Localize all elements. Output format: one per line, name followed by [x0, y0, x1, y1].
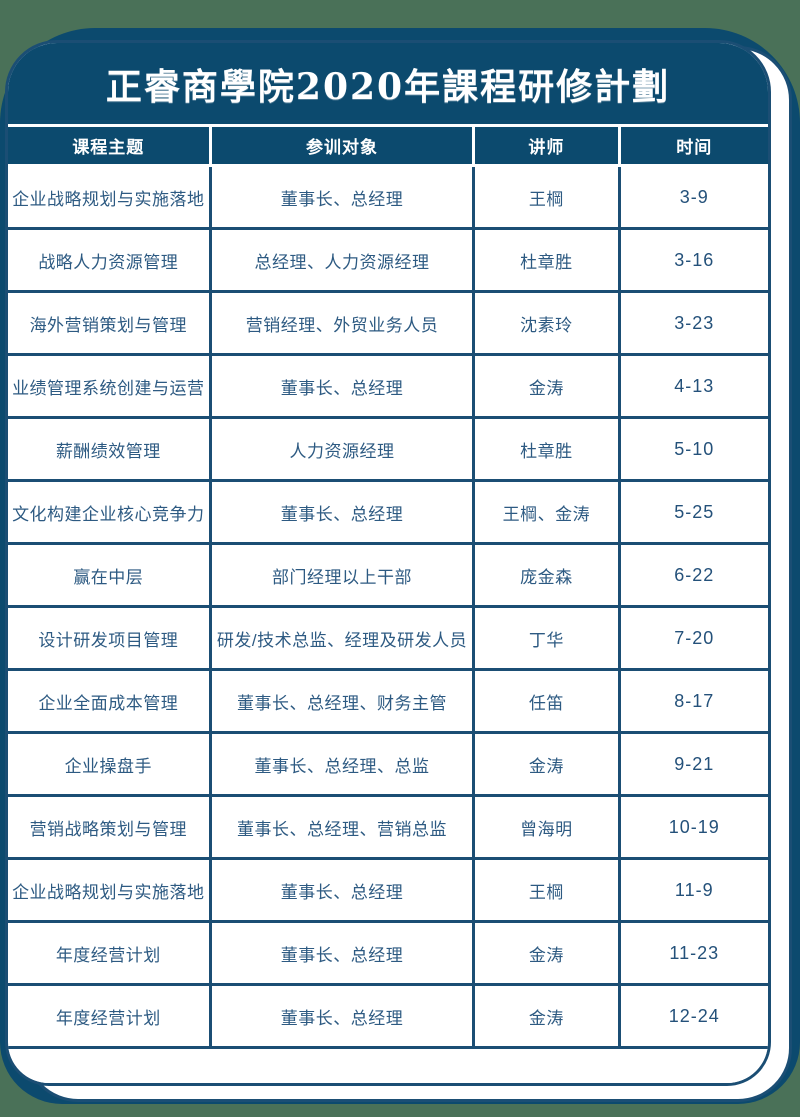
- table-row: 海外营销策划与管理 营销经理、外贸业务人员 沈素玲 3-23: [8, 293, 768, 356]
- cell-audience: 董事长、总经理: [208, 356, 473, 416]
- cell-time: 4-13: [617, 356, 769, 416]
- cell-course-topic: 年度经营计划: [55, 945, 161, 965]
- cell-audience: 董事长、总经理、营销总监: [208, 797, 473, 857]
- table-row: 薪酬绩效管理 人力资源经理 杜章胜 5-10: [8, 419, 768, 482]
- table-row: 设计研发项目管理 研发/技术总监、经理及研发人员 丁华 7-20: [8, 608, 768, 671]
- table-row: 文化构建企业核心竞争力 董事长、总经理 王棡、金涛 5-25: [8, 482, 768, 545]
- cell-audience: 董事长、总经理: [208, 986, 473, 1046]
- cell-lecturer: 金涛: [472, 923, 617, 983]
- card-bottom-space: [8, 1049, 768, 1083]
- cell-audience: 总经理、人力资源经理: [208, 230, 473, 290]
- cell-time: 11-23: [617, 923, 769, 983]
- cell-course-topic: 企业战略规划与实施落地: [12, 882, 205, 902]
- cell-lecturer: 任笛: [472, 671, 617, 731]
- cell-course-topic: 营销战略策划与管理: [29, 819, 188, 839]
- cell-lecturer: 杜章胜: [472, 230, 617, 290]
- cell-time: 9-21: [617, 734, 769, 794]
- cell-lecturer: 王棡: [472, 860, 617, 920]
- cell-course-topic: 企业操盘手: [64, 756, 153, 776]
- header-course-topic: 课程主题: [72, 138, 145, 157]
- cell-time: 3-16: [617, 230, 769, 290]
- cell-course-topic: 战略人力资源管理: [38, 252, 179, 272]
- table-row: 企业全面成本管理 董事长、总经理、财务主管 任笛 8-17: [8, 671, 768, 734]
- table-row: 企业战略规划与实施落地 董事长、总经理 王棡 3-9: [8, 167, 768, 230]
- cell-course-topic: 年度经营计划: [55, 1008, 161, 1028]
- cell-time: 3-23: [617, 293, 769, 353]
- cell-lecturer: 杜章胜: [472, 419, 617, 479]
- cell-time: 5-10: [617, 419, 769, 479]
- cell-time: 10-19: [617, 797, 769, 857]
- cell-time: 3-9: [617, 167, 769, 227]
- header-audience: 参训对象: [208, 127, 473, 164]
- cell-time: 7-20: [617, 608, 769, 668]
- cell-course-topic: 薪酬绩效管理: [55, 441, 161, 461]
- cell-lecturer: 王棡: [472, 167, 617, 227]
- cell-lecturer: 王棡、金涛: [472, 482, 617, 542]
- title-banner: 正睿商學院2020年課程研修計劃: [8, 43, 768, 124]
- cell-course-topic: 文化构建企业核心竞争力: [12, 504, 205, 524]
- cell-time: 11-9: [617, 860, 769, 920]
- schedule-card: 正睿商學院2020年課程研修計劃 课程主题 参训对象 讲师 时间 企业战略规划与…: [5, 40, 771, 1086]
- table-row: 企业战略规划与实施落地 董事长、总经理 王棡 11-9: [8, 860, 768, 923]
- cell-course-topic: 设计研发项目管理: [38, 630, 179, 650]
- cell-audience: 研发/技术总监、经理及研发人员: [208, 608, 473, 668]
- cell-time: 12-24: [617, 986, 769, 1046]
- cell-course-topic: 业绩管理系统创建与运营: [12, 378, 205, 398]
- cell-lecturer: 沈素玲: [472, 293, 617, 353]
- table-row: 赢在中层 部门经理以上干部 庞金森 6-22: [8, 545, 768, 608]
- cell-audience: 董事长、总经理: [208, 923, 473, 983]
- table-row: 年度经营计划 董事长、总经理 金涛 12-24: [8, 986, 768, 1049]
- cell-audience: 营销经理、外贸业务人员: [208, 293, 473, 353]
- cell-audience: 部门经理以上干部: [208, 545, 473, 605]
- cell-lecturer: 丁华: [472, 608, 617, 668]
- cell-lecturer: 曾海明: [472, 797, 617, 857]
- cell-time: 5-25: [617, 482, 769, 542]
- table-row: 战略人力资源管理 总经理、人力资源经理 杜章胜 3-16: [8, 230, 768, 293]
- cell-lecturer: 金涛: [472, 734, 617, 794]
- cell-audience: 董事长、总经理、财务主管: [208, 671, 473, 731]
- table-header-row: 课程主题 参训对象 讲师 时间: [8, 124, 768, 167]
- table-row: 年度经营计划 董事长、总经理 金涛 11-23: [8, 923, 768, 986]
- cell-time: 8-17: [617, 671, 769, 731]
- cell-lecturer: 金涛: [472, 986, 617, 1046]
- cell-audience: 人力资源经理: [208, 419, 473, 479]
- cell-course-topic: 赢在中层: [73, 567, 144, 587]
- table-row: 企业操盘手 董事长、总经理、总监 金涛 9-21: [8, 734, 768, 797]
- cell-lecturer: 庞金森: [472, 545, 617, 605]
- cell-audience: 董事长、总经理: [208, 482, 473, 542]
- cell-time: 6-22: [617, 545, 769, 605]
- header-time: 时间: [617, 127, 769, 164]
- header-lecturer: 讲师: [472, 127, 617, 164]
- cell-lecturer: 金涛: [472, 356, 617, 416]
- cell-course-topic: 海外营销策划与管理: [29, 315, 188, 335]
- poster-title: 正睿商學院2020年課程研修計劃: [105, 65, 671, 108]
- cell-audience: 董事长、总经理: [208, 167, 473, 227]
- cell-course-topic: 企业战略规划与实施落地: [12, 189, 205, 209]
- cell-audience: 董事长、总经理: [208, 860, 473, 920]
- table-row: 业绩管理系统创建与运营 董事长、总经理 金涛 4-13: [8, 356, 768, 419]
- cell-course-topic: 企业全面成本管理: [38, 693, 179, 713]
- table-body: 企业战略规划与实施落地 董事长、总经理 王棡 3-9 战略人力资源管理 总经理、…: [8, 167, 768, 1049]
- cell-audience: 董事长、总经理、总监: [208, 734, 473, 794]
- table-row: 营销战略策划与管理 董事长、总经理、营销总监 曾海明 10-19: [8, 797, 768, 860]
